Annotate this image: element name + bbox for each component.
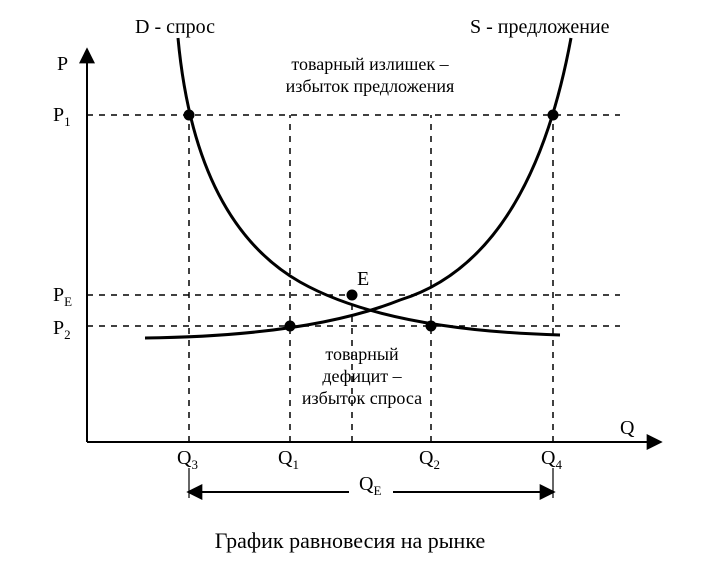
y-axis-label: P: [57, 53, 68, 75]
shortage-annotation-line1: товарный: [325, 344, 399, 364]
point-D_P1: [184, 110, 195, 121]
surplus-annotation-line2: избыток предложения: [286, 76, 455, 96]
supply-curve-label: S - предложение: [470, 16, 610, 38]
point-D_P2: [426, 321, 437, 332]
qty-tick-Q4: Q4: [541, 447, 562, 472]
svg-text:Q1: Q1: [278, 447, 299, 472]
svg-text:P2: P2: [53, 317, 71, 342]
equilibrium-label: Е: [357, 268, 369, 290]
svg-text:Q4: Q4: [541, 447, 562, 472]
svg-text:P1: P1: [53, 104, 71, 129]
shortage-annotation-line3: избыток спроса: [302, 388, 422, 408]
point-S_P2: [285, 321, 296, 332]
qty-tick-Q1: Q1: [278, 447, 299, 472]
svg-text:Q2: Q2: [419, 447, 440, 472]
svg-text:Q3: Q3: [177, 447, 198, 472]
point-S_P1: [548, 110, 559, 121]
chart-caption: График равновесия на рынке: [215, 528, 485, 553]
qty-tick-Q3: Q3: [177, 447, 198, 472]
qty-tick-Q2: Q2: [419, 447, 440, 472]
price-tick-PE: PE: [53, 284, 72, 309]
shortage-annotation-line2: дефицит –: [322, 366, 402, 386]
demand-curve-label: D - спрос: [135, 16, 215, 38]
price-tick-P1: P1: [53, 104, 71, 129]
price-tick-P2: P2: [53, 317, 71, 342]
x-axis-label: Q: [620, 417, 635, 439]
svg-text:PE: PE: [53, 284, 72, 309]
point-E: [347, 290, 358, 301]
surplus-annotation-line1: товарный излишек –: [291, 54, 449, 74]
